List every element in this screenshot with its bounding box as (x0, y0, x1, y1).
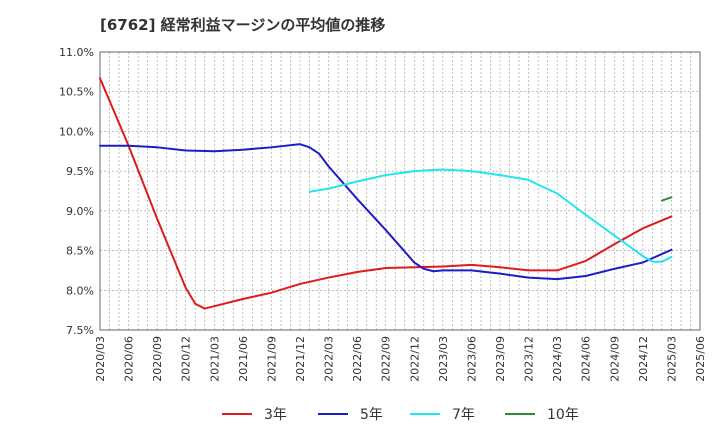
series-line (660, 196, 673, 202)
x-tick-label: 2022/12 (408, 336, 421, 382)
y-tick-label: 7.5% (66, 324, 94, 337)
series-line (308, 168, 673, 263)
x-tick-label: 2024/12 (637, 336, 650, 382)
x-tick-label: 2024/06 (580, 336, 593, 382)
x-tick-label: 2022/09 (380, 336, 393, 382)
x-tick-label: 2020/03 (94, 336, 107, 382)
y-tick-label: 9.5% (66, 165, 94, 178)
chart-title: [6762] 経常利益マージンの平均値の推移 (100, 16, 386, 34)
x-tick-label: 2022/03 (323, 336, 336, 382)
x-tick-label: 2021/06 (237, 336, 250, 382)
x-tick-label: 2024/09 (608, 336, 621, 382)
x-tick-label: 2024/03 (551, 336, 564, 382)
x-tick-label: 2025/03 (665, 336, 678, 382)
y-tick-label: 10.0% (59, 125, 94, 138)
series-line (99, 77, 673, 310)
x-tick-label: 2023/03 (437, 336, 450, 382)
legend-label: 5年 (360, 407, 383, 423)
x-tick-label: 2021/09 (265, 336, 278, 382)
y-tick-label: 10.5% (59, 86, 94, 99)
plot-area (100, 52, 700, 330)
x-tick-label: 2020/06 (123, 336, 136, 382)
x-tick-label: 2021/12 (294, 336, 307, 382)
plot-border (99, 51, 701, 331)
y-tick-label: 9.0% (66, 205, 94, 218)
x-tick-label: 2020/09 (151, 336, 164, 382)
x-tick-label: 2021/03 (208, 336, 221, 382)
legend-label: 7年 (452, 407, 475, 423)
legend-label: 10年 (547, 407, 579, 423)
legend-label: 3年 (264, 407, 287, 423)
series-line (99, 143, 673, 281)
x-tick-label: 2022/06 (351, 336, 364, 382)
series-lines (99, 77, 673, 310)
x-tick-label: 2023/06 (465, 336, 478, 382)
axes: 7.5% 8.0% 8.5% 9.0% 9.5% 10.0% 10.5% 11.0% 2020/… (59, 46, 707, 382)
y-tick-label: 11.0% (59, 46, 94, 59)
plot-background (100, 52, 700, 330)
legend: 3年 5年 7年 10年 (222, 407, 579, 423)
x-tick-label: 2025/06 (694, 336, 707, 382)
x-tick-label: 2023/12 (523, 336, 536, 382)
y-tick-label: 8.5% (66, 245, 94, 258)
x-tick-label: 2023/09 (494, 336, 507, 382)
x-tick-label: 2020/12 (180, 336, 193, 382)
y-tick-label: 8.0% (66, 284, 94, 297)
